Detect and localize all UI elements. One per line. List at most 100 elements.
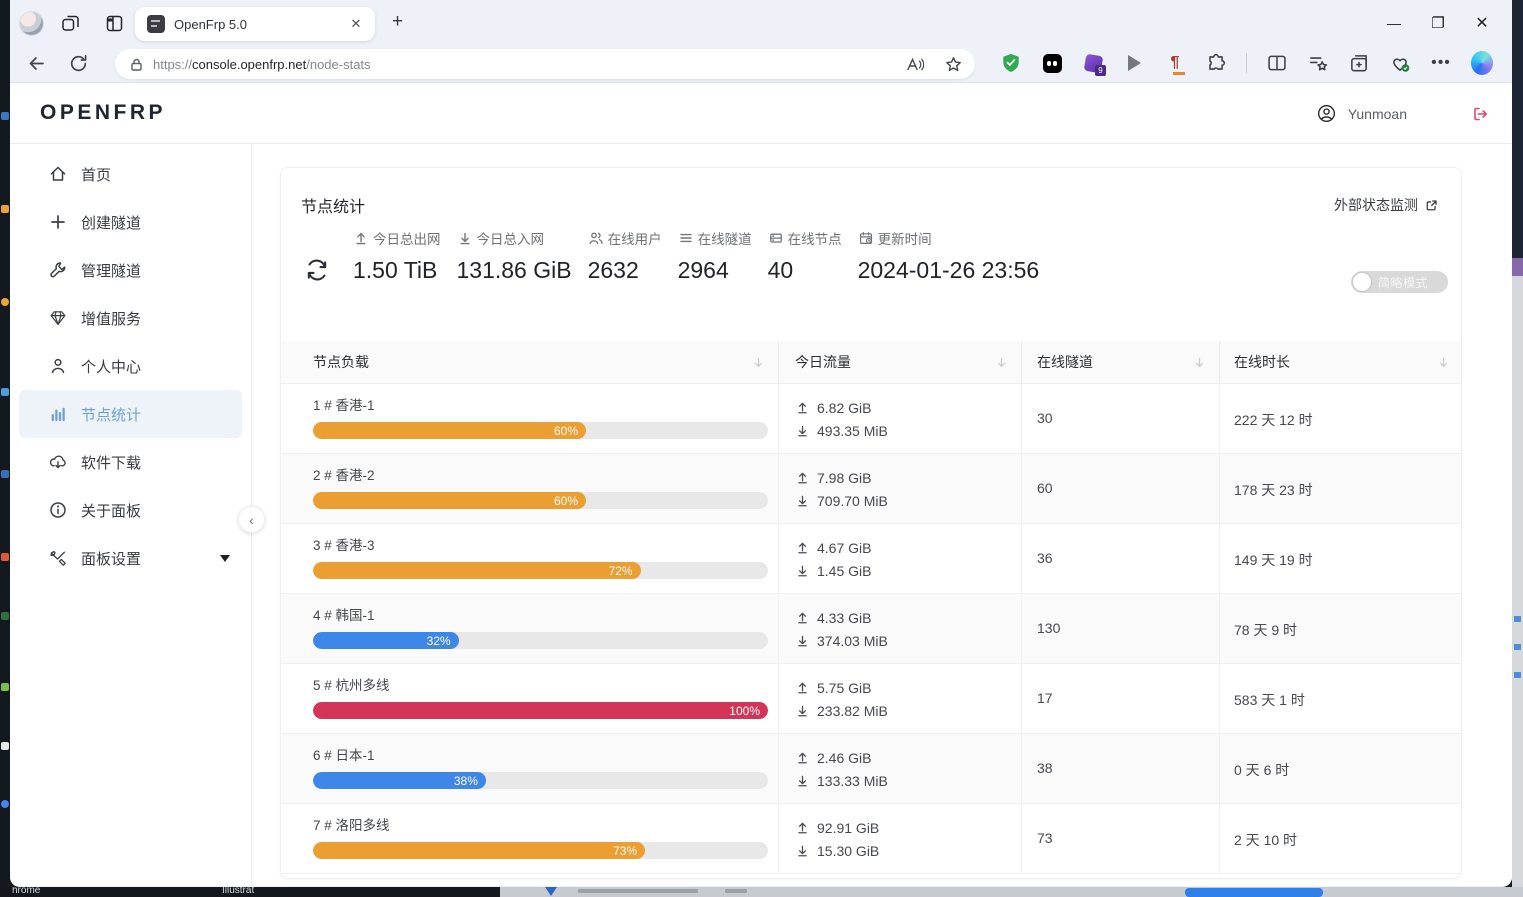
column-label: 在线隧道 [1037,354,1093,370]
sidebar-item-label: 个人中心 [81,358,142,376]
settings-more-icon[interactable]: ••• [1431,54,1451,71]
sidebar-collapse-button[interactable]: ‹ [238,506,265,533]
adblock-shield-icon[interactable] [1000,52,1022,74]
back-icon[interactable] [26,53,47,74]
stat-value: 40 [767,257,794,283]
upload-value: 4.33 GiB [817,609,872,626]
lock-icon[interactable] [129,57,144,72]
background-window-sliver [500,887,1523,897]
sidebar-item-面板设置[interactable]: 面板设置 [10,534,251,582]
tab-favicon [147,15,165,33]
play-extension-icon[interactable] [1123,52,1145,74]
favorite-star-icon[interactable] [944,55,963,74]
load-bar-track: 60% [313,492,768,509]
translate-pilcrow-icon[interactable]: ¶ [1170,54,1185,75]
browser-essentials-icon[interactable] [1389,52,1411,74]
window-minimize-button[interactable]: — [1387,14,1401,31]
sidebar-item-软件下载[interactable]: 软件下载 [10,438,251,486]
stat-value: 1.50 TiB [353,257,438,283]
sidebar-item-首页[interactable]: 首页 [10,150,251,198]
column-header-在线时长[interactable]: 在线时长 [1219,340,1461,384]
chevron-down-icon [220,555,230,562]
browser-toolbar: https://console.openfrp.net/node-stats [10,45,1512,83]
node-load-cell: 2 # 香港-2 60% [281,454,778,524]
simple-mode-toggle[interactable]: 简略模式 [1351,271,1448,293]
purple-extension-icon[interactable]: 9 [1082,52,1106,76]
uptime-value: 78 天 9 时 [1234,622,1298,638]
read-aloud-icon[interactable] [905,55,924,74]
sort-down-icon[interactable] [1193,356,1206,369]
browser-profile-avatar[interactable] [19,11,44,36]
uptime-cell: 0 天 6 时 [1219,734,1461,804]
cloud-download-icon [48,452,68,472]
load-bar-track: 73% [313,842,768,859]
traffic-cell: 2.46 GiB 133.33 MiB [778,734,1021,804]
stat-label: 在线节点 [787,232,842,247]
sort-down-icon[interactable] [752,356,765,369]
workspaces-icon[interactable] [60,13,81,34]
card-title: 节点统计 [301,199,366,216]
stat-今日总入网: 今日总入网 131.86 GiB [457,228,572,284]
stat-label: 更新时间 [877,232,932,247]
sidebar-item-label: 增值服务 [81,310,142,328]
info-icon [48,500,68,520]
sidebar-item-管理隧道[interactable]: 管理隧道 [10,246,251,294]
window-restore-button[interactable]: ❐ [1431,14,1445,32]
load-bar-track: 72% [313,562,768,579]
traffic-cell: 5.75 GiB 233.82 MiB [778,664,1021,734]
tunnels-value: 17 [1037,690,1053,706]
upload-icon [353,230,369,246]
column-header-节点负载[interactable]: 节点负载 [281,341,778,384]
user-avatar-icon[interactable] [1316,103,1337,124]
external-status-link[interactable]: 外部状态监测 [1334,195,1439,215]
username[interactable]: Yunmoan [1347,105,1407,122]
download-value: 493.35 MiB [817,422,888,439]
tunnels-cell: 60 [1021,454,1219,524]
window-close-button[interactable]: ✕ [1475,14,1489,32]
extensions-puzzle-icon[interactable] [1205,52,1227,74]
node-load-cell: 5 # 杭州多线 100% [281,664,778,734]
app-header: OPENFRP Yunmoan [10,83,1512,144]
browser-tab[interactable]: OpenFrp 5.0 ✕ [135,7,375,41]
download-value: 374.03 MiB [817,632,888,649]
refresh-icon[interactable] [303,256,331,284]
copilot-icon[interactable] [1471,51,1493,75]
sort-down-icon[interactable] [995,356,1008,369]
external-link-icon [1424,198,1439,213]
dark-reader-icon[interactable] [1041,52,1063,74]
new-tab-button[interactable]: + [392,11,404,32]
column-header-在线隧道[interactable]: 在线隧道 [1021,340,1219,384]
favorites-hub-icon[interactable] [1307,52,1329,74]
download-icon [795,703,810,718]
logout-icon[interactable] [1470,104,1490,124]
background-button-sliver [1185,888,1323,897]
stats-row: 今日总出网 1.50 TiB 今日总入网 131.86 GiB 在线用户 263… [353,228,1039,284]
download-value: 1.45 GiB [817,562,872,579]
sidebar-item-个人中心[interactable]: 个人中心 [10,342,251,390]
collections-icon[interactable] [1348,52,1370,74]
address-bar[interactable]: https://console.openfrp.net/node-stats [115,49,975,79]
tunnels-value: 60 [1037,480,1053,496]
node-load-cell: 4 # 韩国-1 32% [281,594,778,664]
tab-actions-icon[interactable] [104,13,125,34]
sidebar-item-关于面板[interactable]: 关于面板 [10,486,251,534]
upload-value: 92.91 GiB [817,819,880,836]
sidebar-item-创建隧道[interactable]: 创建隧道 [10,198,251,246]
tunnels-cell: 73 [1021,804,1219,874]
split-screen-icon[interactable] [1266,52,1288,74]
tab-close-icon[interactable]: ✕ [350,16,362,31]
table-row: 1 # 香港-1 60% 6.82 GiB 493.35 MiB 30 222 … [281,384,1461,454]
uptime-value: 222 天 12 时 [1234,412,1313,428]
reload-icon[interactable] [68,53,89,74]
uptime-value: 178 天 23 时 [1234,482,1313,498]
column-header-今日流量[interactable]: 今日流量 [778,340,1021,384]
sidebar-item-增值服务[interactable]: 增值服务 [10,294,251,342]
sort-down-icon[interactable] [1437,356,1450,369]
sidebar-item-节点统计[interactable]: 节点统计 [19,390,242,438]
users-icon [588,230,604,246]
node-name: 1 # 香港-1 [313,398,375,413]
tunnels-cell: 130 [1021,594,1219,664]
desktop-right-sliver [1512,0,1523,887]
table-row: 7 # 洛阳多线 73% 92.91 GiB 15.30 GiB 73 2 天 … [281,804,1461,874]
